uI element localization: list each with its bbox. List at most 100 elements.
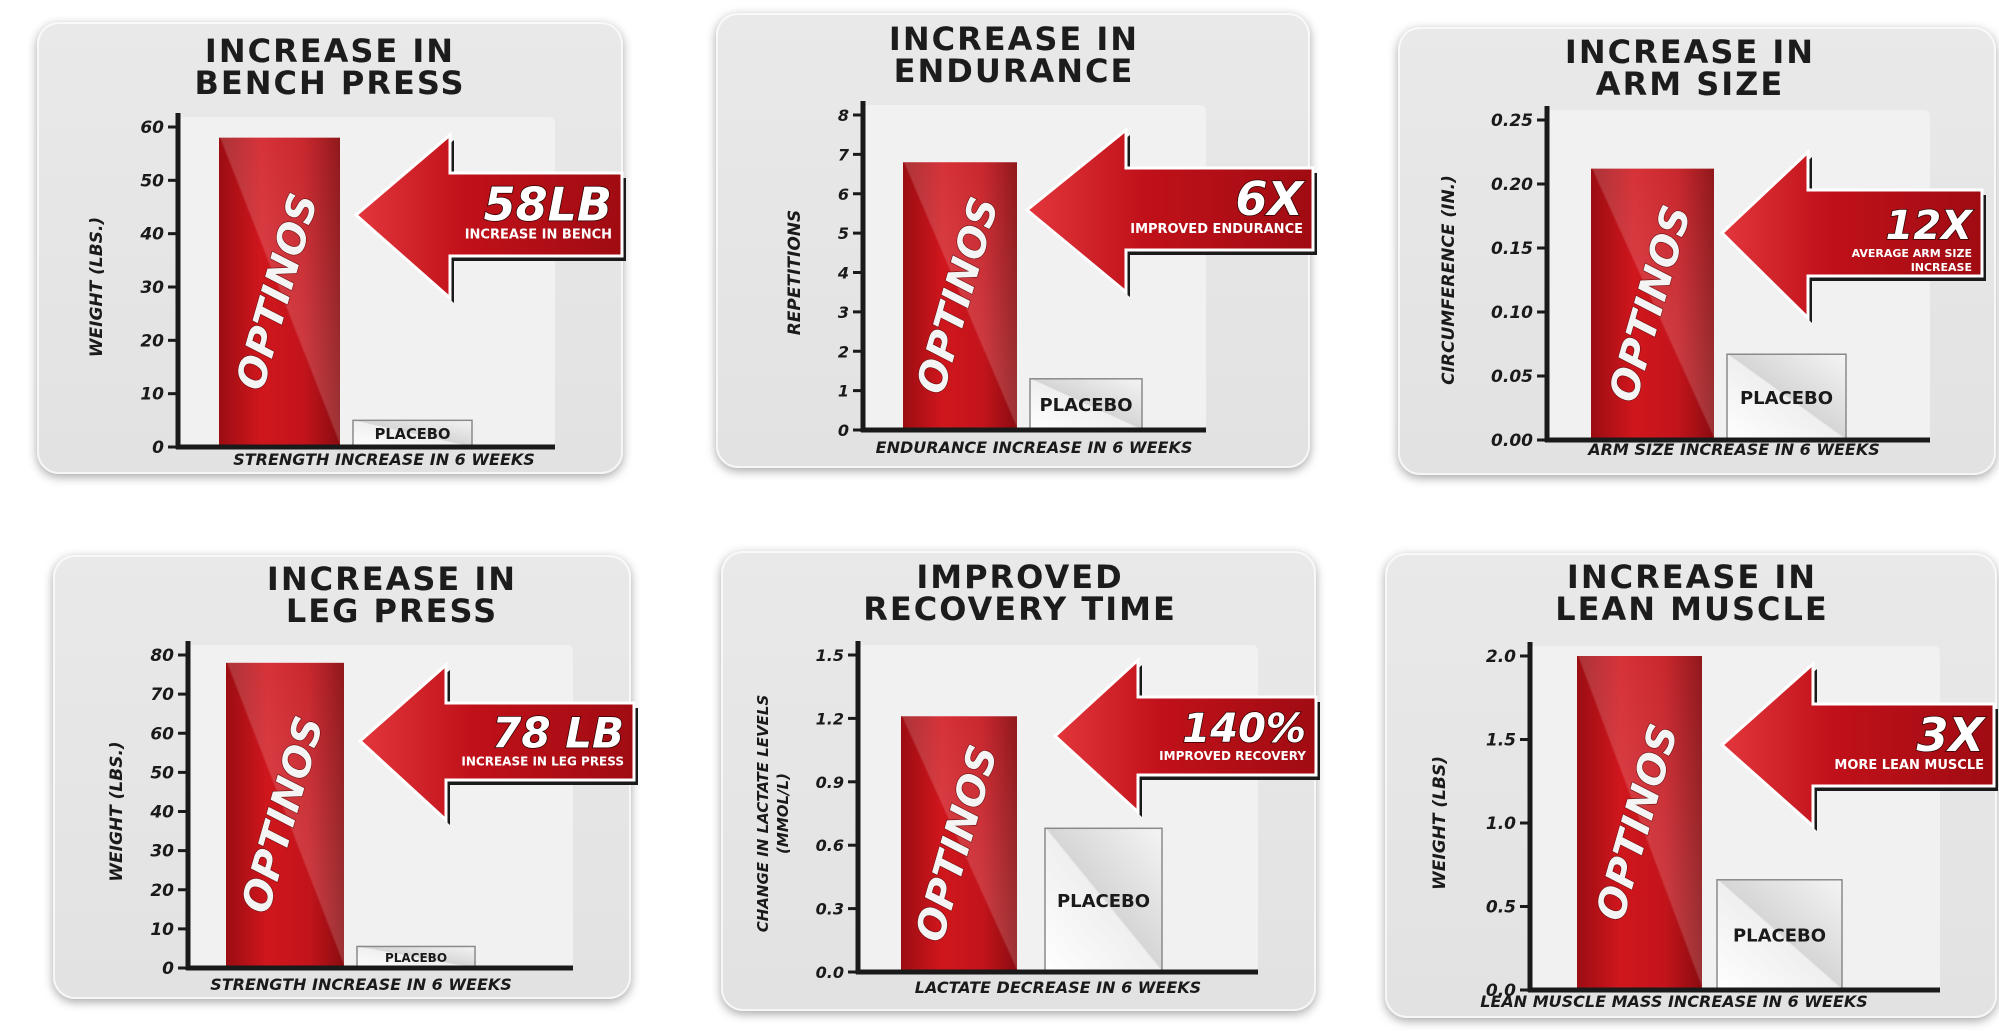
bar-optinos-sheen bbox=[219, 137, 340, 447]
y-tick-label: 0.05 bbox=[1491, 367, 1533, 387]
y-axis-label: WEIGHT (LBS) bbox=[1430, 756, 1450, 890]
y-tick-label: 40 bbox=[139, 225, 164, 245]
callout-caption: AVERAGE ARM SIZE bbox=[1852, 247, 1972, 260]
y-tick-label: 30 bbox=[150, 842, 174, 862]
callout-arrow bbox=[1719, 148, 1984, 322]
chart-title: ENDURANCE bbox=[894, 52, 1135, 90]
y-tick-label: 2.0 bbox=[1486, 647, 1516, 667]
callout-value: 58LB bbox=[484, 178, 612, 232]
bar-label-placebo: PLACEBO bbox=[375, 426, 451, 443]
y-axis-label: WEIGHT (LBS.) bbox=[87, 217, 107, 357]
y-tick-label: 30 bbox=[140, 278, 164, 298]
callout-caption: IMPROVED ENDURANCE bbox=[1130, 222, 1303, 237]
bar-optinos-sheen bbox=[903, 162, 1017, 430]
y-tick-label: 70 bbox=[150, 685, 174, 705]
y-tick-label: 2 bbox=[838, 342, 849, 361]
callout-caption: INCREASE IN BENCH bbox=[465, 228, 612, 243]
y-tick-label: 0.15 bbox=[1491, 239, 1533, 259]
y-axis-label: CIRCUMFERENCE (IN.) bbox=[1439, 175, 1459, 385]
y-tick-label: 1.5 bbox=[1486, 731, 1516, 751]
bar-placebo bbox=[1044, 827, 1163, 973]
y-tick-label: 20 bbox=[150, 881, 174, 901]
x-axis-label: ENDURANCE INCREASE IN 6 WEEKS bbox=[876, 438, 1193, 457]
y-tick-label: 0.0 bbox=[1486, 981, 1516, 1001]
y-tick-label: 0 bbox=[838, 421, 849, 440]
bar-optinos-sheen bbox=[226, 662, 344, 968]
callout-caption: IMPROVED RECOVERY bbox=[1159, 749, 1306, 763]
callout-arrow bbox=[1719, 660, 1996, 830]
callout-value: 78 LB bbox=[492, 709, 624, 758]
y-tick-label: 0.3 bbox=[816, 900, 844, 919]
x-axis-label: LACTATE DECREASE IN 6 WEEKS bbox=[915, 978, 1201, 997]
y-tick-label: 8 bbox=[838, 106, 849, 125]
y-tick-label: 0.00 bbox=[1491, 431, 1533, 451]
bar-label-placebo: PLACEBO bbox=[1740, 388, 1833, 409]
chart-title: INCREASE IN bbox=[205, 32, 455, 70]
y-tick-label: 80 bbox=[150, 646, 174, 666]
chart-title: INCREASE IN bbox=[1565, 33, 1815, 71]
bar-label-placebo: PLACEBO bbox=[385, 951, 447, 965]
callout-value: 6X bbox=[1236, 172, 1306, 226]
y-tick-label: 1.5 bbox=[816, 646, 844, 665]
bar-label-placebo: PLACEBO bbox=[1057, 891, 1150, 912]
callout-arrow bbox=[1052, 656, 1318, 816]
y-tick-label: 0 bbox=[152, 438, 164, 458]
y-tick-label: 1.0 bbox=[1486, 814, 1516, 834]
callout-caption: MORE LEAN MUSCLE bbox=[1834, 758, 1984, 773]
chart-title: LEG PRESS bbox=[286, 592, 498, 630]
callout-arrow bbox=[357, 661, 636, 824]
y-tick-label: 40 bbox=[149, 803, 174, 823]
callout-value: 3X bbox=[1917, 708, 1987, 762]
x-axis-label: STRENGTH INCREASE IN 6 WEEKS bbox=[210, 975, 512, 994]
callout-caption: INCREASE IN LEG PRESS bbox=[461, 755, 624, 769]
chart-title: IMPROVED bbox=[916, 558, 1123, 596]
y-tick-label: 10 bbox=[140, 385, 164, 405]
y-tick-label: 1 bbox=[838, 382, 849, 401]
y-tick-label: 0.20 bbox=[1491, 175, 1533, 195]
bar-placebo bbox=[1716, 879, 1843, 991]
y-axis-label: WEIGHT (LBS.) bbox=[107, 741, 127, 881]
bar-optinos-sheen bbox=[901, 716, 1017, 972]
y-tick-label: 0.6 bbox=[816, 836, 844, 855]
chart-title: INCREASE IN bbox=[889, 20, 1139, 58]
bar-optinos-sheen bbox=[1591, 168, 1714, 440]
y-tick-label: 6 bbox=[838, 185, 849, 204]
chart-title: BENCH PRESS bbox=[194, 64, 465, 102]
y-tick-label: 0.5 bbox=[1486, 898, 1516, 918]
callout-arrow bbox=[1024, 126, 1315, 296]
y-tick-label: 0.9 bbox=[816, 773, 844, 792]
y-tick-label: 0 bbox=[162, 959, 174, 979]
callout-value: 140% bbox=[1182, 706, 1306, 752]
y-axis-label: CHANGE IN LACTATE LEVELS bbox=[754, 695, 772, 933]
callout-caption: INCREASE bbox=[1911, 261, 1972, 274]
x-axis-label: STRENGTH INCREASE IN 6 WEEKS bbox=[233, 450, 535, 469]
y-tick-label: 5 bbox=[838, 224, 849, 243]
y-tick-label: 50 bbox=[140, 171, 164, 191]
callout-value: 12X bbox=[1885, 203, 1974, 249]
bar-label-placebo: PLACEBO bbox=[1039, 395, 1132, 416]
y-tick-label: 20 bbox=[140, 331, 164, 351]
chart-title: ARM SIZE bbox=[1596, 65, 1784, 103]
chart-title: INCREASE IN bbox=[1567, 558, 1817, 596]
y-tick-label: 0.25 bbox=[1491, 111, 1533, 131]
chart-2: INCREASE INENDURANCEOPTINOSPLACEBO012345… bbox=[785, 20, 1317, 457]
bar-placebo bbox=[1726, 353, 1847, 441]
bar-label-placebo: PLACEBO bbox=[1733, 926, 1826, 947]
x-axis-label: LEAN MUSCLE MASS INCREASE IN 6 WEEKS bbox=[1480, 992, 1867, 1011]
y-tick-label: 50 bbox=[150, 763, 174, 783]
x-axis-label: ARM SIZE INCREASE IN 6 WEEKS bbox=[1586, 440, 1880, 459]
callout-arrow bbox=[353, 131, 624, 302]
bar-optinos-sheen bbox=[1577, 656, 1702, 990]
y-tick-label: 1.2 bbox=[816, 709, 844, 728]
y-tick-label: 60 bbox=[150, 724, 174, 744]
y-axis-label: (MMOL/L) bbox=[774, 773, 792, 854]
y-axis-label: REPETITIONS bbox=[785, 210, 805, 336]
y-tick-label: 10 bbox=[150, 920, 174, 940]
